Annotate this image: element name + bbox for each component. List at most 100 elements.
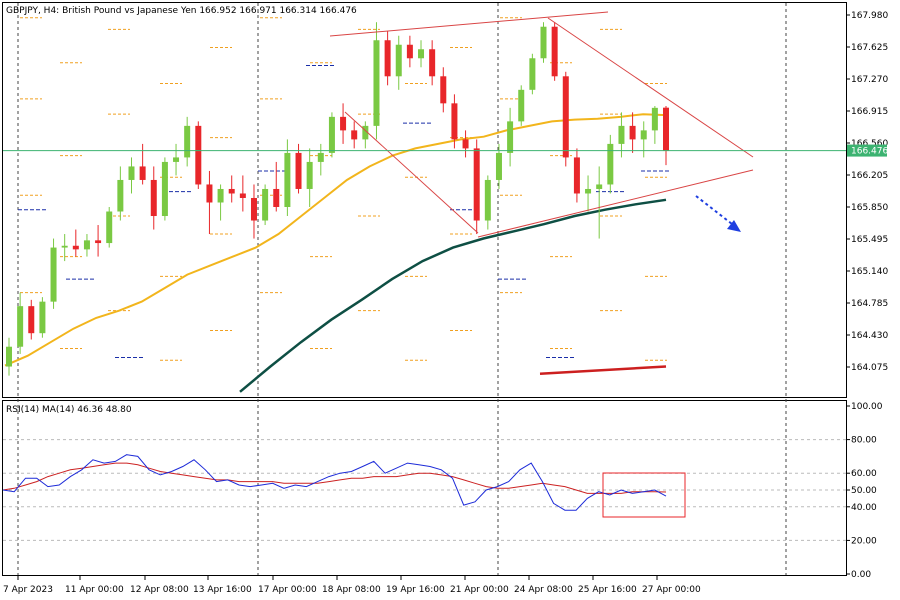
rsi-panel[interactable] bbox=[2, 400, 847, 576]
trendline[interactable] bbox=[329, 11, 609, 37]
candle-body bbox=[72, 245, 79, 250]
rsi-axis: 100.00 80.00 60.00 50.00 40.00 20.00 0.00 bbox=[846, 402, 883, 580]
candle-body bbox=[384, 40, 391, 77]
candle-body bbox=[161, 161, 168, 217]
moving-average-fast bbox=[4, 113, 667, 367]
candle-body bbox=[239, 193, 246, 198]
candles bbox=[6, 22, 669, 376]
candle-body bbox=[440, 76, 447, 104]
candle-body bbox=[651, 107, 658, 131]
candle-body bbox=[273, 188, 280, 207]
candle-body bbox=[50, 247, 57, 302]
rsi-tick-label: 40.00 bbox=[851, 503, 877, 513]
candle-body bbox=[451, 103, 458, 140]
rsi-lines bbox=[2, 454, 667, 511]
price-tick-label: 164.785 bbox=[851, 299, 888, 309]
time-tick-label: 12 Apr 08:00 bbox=[130, 585, 189, 595]
forecast-arrow[interactable] bbox=[695, 195, 741, 232]
time-tick-label: 19 Apr 16:00 bbox=[386, 585, 445, 595]
time-tick-label: 17 Apr 00:00 bbox=[258, 585, 317, 595]
price-tick-label: 166.560 bbox=[851, 139, 888, 149]
price-tick-label: 167.270 bbox=[851, 75, 888, 85]
trendlines[interactable] bbox=[329, 11, 754, 238]
candle-body bbox=[128, 166, 135, 180]
candle-body bbox=[328, 116, 335, 153]
candle-body bbox=[317, 152, 324, 162]
time-tick-label: 18 Apr 08:00 bbox=[322, 585, 381, 595]
time-tick-label: 24 Apr 08:00 bbox=[514, 585, 573, 595]
time-axis: 7 Apr 2023 11 Apr 00:00 12 Apr 08:00 13 Apr… bbox=[3, 576, 701, 595]
candle-body bbox=[250, 197, 257, 221]
rsi-highlight-box[interactable] bbox=[602, 472, 686, 518]
candle-body bbox=[139, 166, 146, 180]
trendline[interactable] bbox=[547, 17, 754, 158]
candle-body bbox=[28, 306, 35, 334]
candle-body bbox=[585, 188, 592, 194]
candle-body bbox=[663, 107, 669, 151]
rsi-tick-label: 50.00 bbox=[851, 486, 877, 496]
rsi-line bbox=[2, 454, 667, 511]
current-price-label: 166.476 bbox=[847, 144, 888, 157]
candle-body bbox=[228, 188, 235, 194]
candle-body bbox=[106, 211, 113, 244]
price-axis: 167.980 167.625 167.270 166.915 166.560 166.2… bbox=[846, 11, 888, 373]
trendline[interactable] bbox=[477, 169, 754, 238]
candle-body bbox=[262, 188, 269, 221]
price-tick-label: 167.625 bbox=[851, 43, 888, 53]
candle-body bbox=[295, 152, 302, 189]
time-tick-label: 11 Apr 00:00 bbox=[65, 585, 124, 595]
candle-body bbox=[362, 125, 369, 140]
rsi-tick-label: 60.00 bbox=[851, 469, 877, 479]
candle-body bbox=[39, 301, 46, 334]
price-tick-label: 166.915 bbox=[851, 107, 888, 117]
price-tick-label: 167.980 bbox=[851, 11, 888, 21]
candle-body bbox=[418, 49, 425, 59]
candle-body bbox=[529, 58, 536, 90]
time-tick-label: 7 Apr 2023 bbox=[3, 585, 53, 595]
candle-body bbox=[484, 179, 491, 221]
rsi-tick-label: 80.00 bbox=[851, 436, 877, 446]
price-tick-label: 166.205 bbox=[851, 171, 888, 181]
candle-body bbox=[618, 125, 625, 144]
svg-text:166.476: 166.476 bbox=[851, 147, 888, 157]
time-tick-label: 21 Apr 00:00 bbox=[450, 585, 509, 595]
moving-averages bbox=[4, 113, 667, 393]
rsi-label: RSI(14) MA(14) 46.36 48.80 bbox=[6, 405, 132, 415]
candle-body bbox=[284, 152, 291, 207]
candle-body bbox=[429, 49, 436, 77]
candle-body bbox=[17, 306, 24, 347]
rsi-tick-label: 100.00 bbox=[851, 402, 883, 412]
rsi-tick-label: 0.00 bbox=[851, 570, 871, 580]
main-price-panel[interactable] bbox=[2, 2, 847, 398]
candle-body bbox=[607, 143, 614, 185]
candle-body bbox=[150, 179, 157, 217]
price-tick-label: 165.140 bbox=[851, 267, 888, 277]
moving-average-long bbox=[539, 365, 667, 376]
candle-body bbox=[562, 76, 569, 158]
candle-body bbox=[596, 184, 603, 189]
trendline[interactable] bbox=[344, 111, 479, 234]
candle-body bbox=[61, 245, 68, 248]
candle-body bbox=[195, 125, 202, 185]
candle-body bbox=[217, 188, 224, 203]
candle-body bbox=[462, 139, 469, 149]
candle-body bbox=[551, 26, 558, 77]
candle-body bbox=[406, 44, 413, 59]
candle-body bbox=[395, 44, 402, 77]
candle-body bbox=[373, 40, 380, 126]
candle-body bbox=[306, 161, 313, 189]
candle-body bbox=[117, 179, 124, 212]
time-tick-label: 25 Apr 16:00 bbox=[578, 585, 637, 595]
candle-body bbox=[640, 130, 647, 140]
candle-body bbox=[473, 148, 480, 221]
price-tick-label: 165.495 bbox=[851, 235, 888, 245]
candle-body bbox=[629, 125, 636, 140]
candle-body bbox=[495, 152, 502, 180]
candle-body bbox=[518, 89, 525, 122]
header-symbol-line: GBPJPY, H4: British Pound vs Japanese Ye… bbox=[6, 6, 357, 16]
moving-average-slow bbox=[239, 198, 667, 393]
candle-body bbox=[95, 240, 102, 244]
rsi-tick-label: 20.00 bbox=[851, 536, 877, 546]
candle-body bbox=[6, 346, 12, 367]
